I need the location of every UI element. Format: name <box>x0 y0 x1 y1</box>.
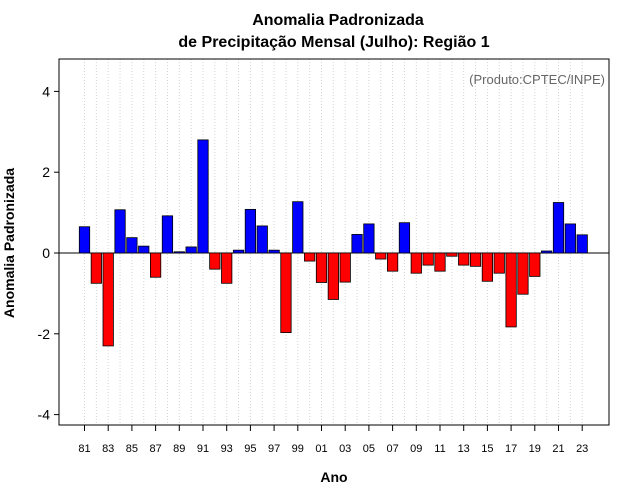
bar-14 <box>469 252 482 267</box>
y-tick-label: -2 <box>38 326 51 342</box>
bar-84 <box>114 209 126 254</box>
bar-93 <box>221 252 233 284</box>
x-tick-label: 03 <box>339 443 351 455</box>
bar-13 <box>458 252 470 266</box>
bar-97 <box>268 249 280 254</box>
bar-19 <box>529 252 541 277</box>
bar-88 <box>161 215 174 254</box>
bar-95 <box>244 208 256 254</box>
credit-text: (Produto:CPTEC/INPE) <box>469 72 605 87</box>
bar-96 <box>256 225 268 254</box>
bar-02 <box>327 252 339 300</box>
x-tick-label: 89 <box>173 443 185 455</box>
bar-20 <box>541 250 553 254</box>
y-axis: -4 -2 0 2 4 <box>38 83 59 423</box>
bar-03 <box>339 252 351 283</box>
chart-title-line2: de Precipitação Mensal (Julho): Região 1 <box>178 34 489 51</box>
x-tick-label: 07 <box>386 443 398 455</box>
bar-87 <box>149 252 162 278</box>
x-tick-label: 91 <box>197 443 209 455</box>
bar-99 <box>292 201 304 254</box>
y-tick-label: 0 <box>42 245 50 261</box>
x-tick-label: 19 <box>529 443 541 455</box>
bar-10 <box>422 252 434 266</box>
bar-11 <box>434 252 446 272</box>
x-tick-label: 05 <box>363 443 375 455</box>
bar-23 <box>576 234 588 254</box>
bar-21 <box>552 202 565 254</box>
bars-group <box>78 139 588 347</box>
x-tick-label: 15 <box>481 443 493 455</box>
x-tick-label: 83 <box>102 443 114 455</box>
bar-07 <box>386 252 399 272</box>
bar-22 <box>564 223 576 254</box>
x-tick-label: 11 <box>434 443 445 455</box>
x-tick-label: 99 <box>292 443 304 455</box>
bar-94 <box>232 249 245 254</box>
bar-18 <box>517 252 529 295</box>
bar-91 <box>197 139 209 254</box>
bar-89 <box>173 251 185 254</box>
bar-01 <box>315 252 328 283</box>
bar-92 <box>209 252 221 270</box>
bar-85 <box>126 237 138 254</box>
x-tick-label: 85 <box>126 443 138 455</box>
bar-83 <box>102 252 114 347</box>
x-tick-label: 93 <box>221 443 233 455</box>
bar-05 <box>363 223 375 254</box>
x-axis-title: Ano <box>320 469 347 485</box>
x-tick-label: 95 <box>244 443 256 455</box>
plot-frame <box>58 58 610 426</box>
x-tick-label: 87 <box>149 443 161 455</box>
x-tick-label: 17 <box>505 443 517 455</box>
bar-06 <box>375 252 387 260</box>
x-axis: 81 83 85 87 89 91 93 95 97 99 01 03 05 07 09 11 13 15 17 19… <box>78 425 588 455</box>
bar-86 <box>138 245 150 254</box>
bar-12 <box>446 252 458 257</box>
bar-98 <box>280 252 292 333</box>
vertical-grid <box>84 59 583 425</box>
y-axis-title: Anomalia Padronizada <box>1 168 17 318</box>
x-tick-label: 81 <box>78 443 90 455</box>
bar-16 <box>493 252 505 274</box>
bar-08 <box>398 222 411 254</box>
x-tick-label: 21 <box>552 443 564 455</box>
bar-17 <box>505 252 517 328</box>
chart-title-line1: Anomalia Padronizada <box>252 12 424 29</box>
bar-09 <box>410 252 422 274</box>
x-tick-label: 97 <box>268 443 280 455</box>
x-tick-label: 13 <box>458 443 470 455</box>
x-tick-label: 23 <box>576 443 588 455</box>
x-tick-label: 01 <box>315 443 327 455</box>
x-tick-label: 09 <box>410 443 422 455</box>
bar-15 <box>481 252 494 282</box>
y-tick-label: 4 <box>42 83 50 99</box>
bar-04 <box>351 234 363 254</box>
bar-00 <box>304 252 316 262</box>
bar-90 <box>185 246 197 254</box>
bar-81 <box>78 226 91 254</box>
y-tick-label: -4 <box>38 407 51 423</box>
bar-82 <box>90 252 102 284</box>
y-tick-label: 2 <box>42 164 50 180</box>
